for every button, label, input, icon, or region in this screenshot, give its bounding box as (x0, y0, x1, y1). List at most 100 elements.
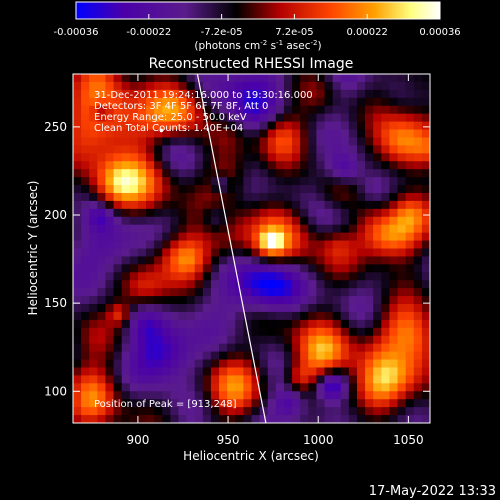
heatmap-cell (292, 383, 301, 392)
heatmap-cell (105, 113, 115, 123)
heatmap-cell (405, 311, 415, 321)
heatmap-cell (81, 240, 90, 250)
heatmap-cell (129, 280, 139, 289)
heatmap-cell (381, 351, 391, 361)
heatmap-cell (300, 240, 309, 250)
heatmap-cell (340, 200, 350, 210)
heatmap-cell (219, 153, 228, 162)
heatmap-cell (397, 153, 407, 162)
heatmap-cell (202, 407, 212, 416)
heatmap-cell (178, 319, 188, 329)
heatmap-cell (194, 97, 204, 107)
heatmap-cell (413, 391, 423, 400)
heatmap-cell (146, 192, 155, 202)
heatmap-cell (421, 153, 430, 162)
heatmap-cell (73, 407, 82, 416)
heatmap-cell (292, 351, 301, 361)
heatmap-cell (413, 208, 423, 218)
heatmap-cell (129, 216, 139, 226)
heatmap-cell (348, 224, 358, 234)
heatmap-cell (356, 169, 366, 178)
heatmap-cell (178, 232, 188, 242)
heatmap-cell (251, 97, 261, 107)
heatmap-cell (373, 256, 382, 265)
heatmap-cell (405, 129, 415, 139)
heatmap-cell (283, 280, 293, 289)
heatmap-cell (235, 97, 244, 107)
heatmap-cell (73, 161, 82, 170)
heatmap-cell (170, 232, 180, 242)
heatmap-cell (89, 351, 98, 361)
heatmap-cell (373, 153, 382, 162)
heatmap-cell (397, 185, 407, 194)
heatmap-cell (308, 311, 318, 321)
heatmap-cell (105, 89, 115, 99)
heatmap-cell (283, 351, 293, 361)
heatmap-cell (267, 391, 277, 400)
heatmap-cell (365, 97, 374, 107)
heatmap-cell (73, 375, 82, 384)
heatmap-cell (348, 264, 358, 273)
heatmap-cell (300, 129, 309, 139)
heatmap-cell (340, 391, 350, 400)
heatmap-cell (89, 327, 98, 337)
heatmap-cell (275, 304, 285, 313)
heatmap-cell (194, 224, 204, 234)
heatmap-cell (259, 121, 269, 131)
heatmap-cell (170, 383, 180, 392)
heatmap-cell (300, 97, 309, 107)
heatmap-cell (300, 200, 309, 210)
heatmap-cell (332, 272, 342, 281)
heatmap-cell (348, 319, 358, 329)
heatmap-cell (81, 367, 90, 377)
heatmap-cell (308, 304, 318, 313)
heatmap-cell (413, 121, 423, 131)
heatmap-cell (81, 311, 90, 321)
heatmap-cell (275, 319, 285, 329)
heatmap-cell (243, 359, 253, 369)
heatmap-cell (267, 415, 277, 423)
heatmap-cell (162, 169, 171, 178)
heatmap-cell (162, 121, 171, 131)
heatmap-cell (332, 232, 342, 242)
heatmap-cell (389, 169, 399, 178)
heatmap-cell (348, 216, 358, 226)
heatmap-cell (251, 81, 261, 91)
heatmap-cell (186, 296, 196, 305)
heatmap-cell (373, 351, 382, 361)
heatmap-cell (421, 121, 430, 131)
heatmap-cell (194, 375, 204, 384)
heatmap-cell (413, 319, 423, 329)
heatmap-cell (105, 359, 115, 369)
heatmap-cell (178, 153, 188, 162)
heatmap-cell (300, 391, 309, 400)
heatmap-cell (259, 177, 269, 186)
heatmap-cell (129, 399, 139, 408)
heatmap-cell (170, 200, 180, 210)
heatmap-cell (259, 272, 269, 281)
heatmap-cell (105, 208, 115, 218)
heatmap-cell (259, 105, 269, 115)
heatmap-cell (121, 224, 131, 234)
heatmap-cell (219, 375, 228, 384)
heatmap-cell (413, 399, 423, 408)
heatmap-cell (186, 113, 196, 123)
heatmap-cell (389, 192, 399, 202)
heatmap-cell (324, 311, 334, 321)
heatmap-cell (283, 89, 293, 99)
heatmap-cell (235, 319, 244, 329)
heatmap-cell (243, 335, 253, 345)
heatmap-cell (137, 280, 147, 289)
heatmap-cell (243, 121, 253, 131)
heatmap-cell (421, 232, 430, 242)
heatmap-cell (292, 415, 301, 423)
heatmap-cell (202, 89, 212, 99)
heatmap-cell (340, 327, 350, 337)
heatmap-cell (421, 264, 430, 273)
heatmap-cell (348, 335, 358, 345)
heatmap-cell (292, 304, 301, 313)
heatmap-cell (202, 105, 212, 115)
heatmap-cell (162, 343, 171, 353)
heatmap-cell (421, 319, 430, 329)
heatmap-cell (121, 359, 131, 369)
